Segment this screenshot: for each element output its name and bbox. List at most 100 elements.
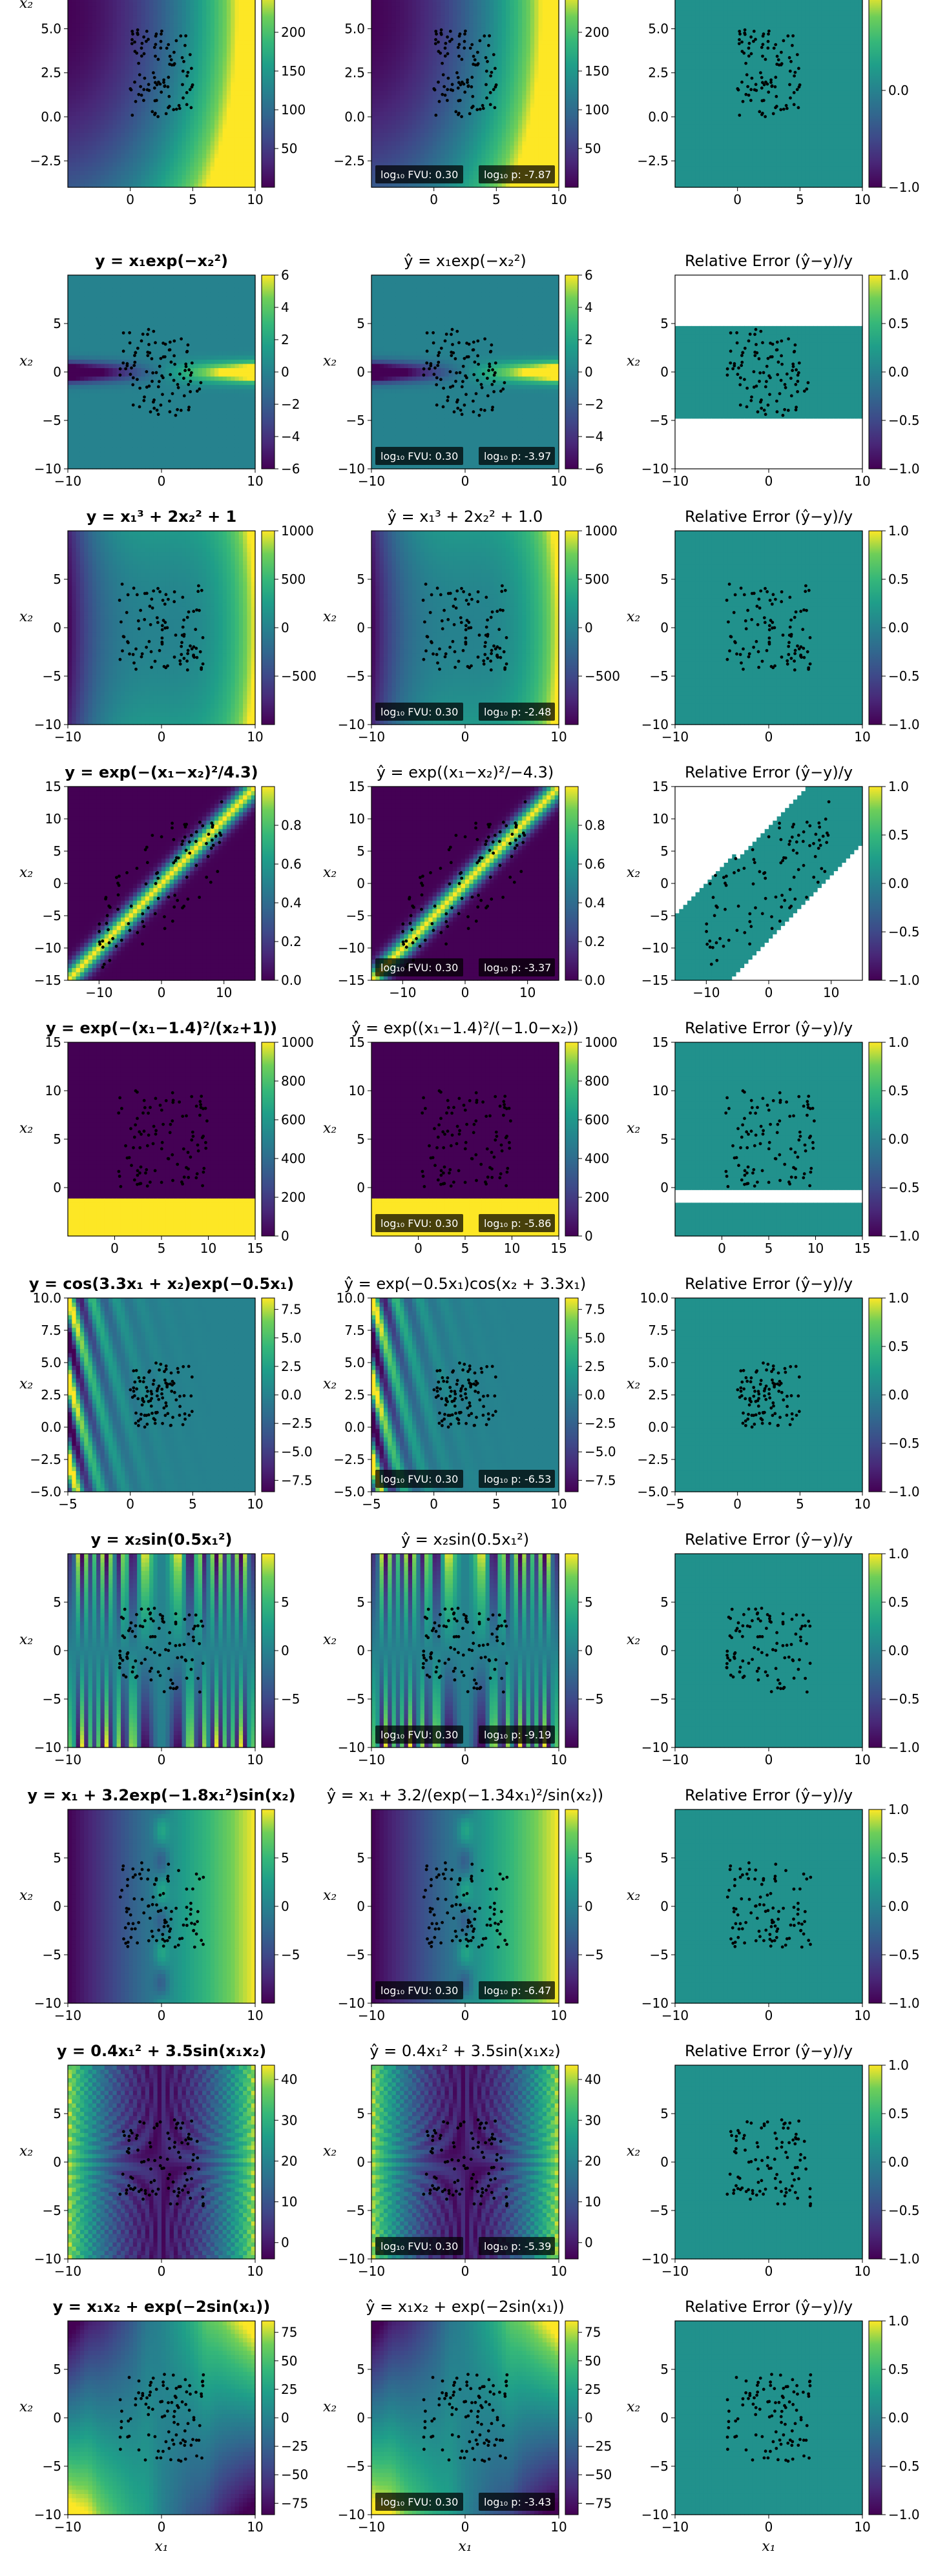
heatmap-cell bbox=[96, 61, 101, 65]
heatmap-cell bbox=[100, 90, 105, 95]
heatmap-cell bbox=[76, 95, 81, 99]
heatmap-cell bbox=[84, 36, 89, 40]
heatmap-cell bbox=[105, 179, 109, 183]
heatmap-cell bbox=[68, 27, 72, 32]
heatmap-cell bbox=[96, 166, 101, 170]
heatmap-cell bbox=[76, 137, 81, 141]
heatmap-cell bbox=[76, 69, 81, 74]
heatmap-cell bbox=[100, 77, 105, 82]
heatmap-cell bbox=[68, 82, 72, 87]
heatmap-cell bbox=[84, 90, 89, 95]
heatmap-cell bbox=[89, 86, 93, 90]
heatmap-cell bbox=[96, 52, 101, 57]
heatmap-cell bbox=[72, 48, 76, 53]
heatmap-cell bbox=[89, 99, 93, 103]
heatmap-cell bbox=[96, 15, 101, 19]
heatmap-cell bbox=[89, 107, 93, 112]
heatmap-cell bbox=[92, 48, 97, 53]
heatmap-cell bbox=[84, 170, 89, 175]
heatmap-cell bbox=[96, 23, 101, 28]
heatmap-cell bbox=[100, 2, 105, 6]
heatmap-cell bbox=[96, 124, 101, 129]
heatmap-cell bbox=[92, 166, 97, 170]
heatmap-cell bbox=[96, 82, 101, 87]
heatmap-cell bbox=[72, 170, 76, 175]
heatmap-cell bbox=[105, 129, 109, 133]
heatmap-cell bbox=[89, 154, 93, 158]
heatmap-cell bbox=[84, 52, 89, 57]
heatmap-cell bbox=[68, 74, 72, 78]
heatmap-cell bbox=[96, 120, 101, 125]
heatmap-cell bbox=[84, 112, 89, 116]
heatmap-cell bbox=[84, 166, 89, 170]
heatmap-cell bbox=[100, 124, 105, 129]
heatmap-cell bbox=[105, 99, 109, 103]
heatmap-cell bbox=[96, 90, 101, 95]
heatmap-cell bbox=[68, 137, 72, 141]
heatmap-cell bbox=[68, 149, 72, 154]
heatmap-cell bbox=[84, 137, 89, 141]
heatmap-cell bbox=[89, 145, 93, 150]
heatmap-cell bbox=[68, 57, 72, 61]
heatmap-cell bbox=[76, 174, 81, 179]
heatmap-cell bbox=[72, 120, 76, 125]
heatmap-cell bbox=[76, 179, 81, 183]
heatmap-cell bbox=[76, 57, 81, 61]
heatmap-cell bbox=[68, 132, 72, 137]
heatmap-cell bbox=[80, 40, 85, 45]
heatmap-cell bbox=[72, 162, 76, 167]
heatmap-cell bbox=[92, 95, 97, 99]
heatmap-cell bbox=[100, 82, 105, 87]
heatmap-cell bbox=[72, 132, 76, 137]
heatmap-cell bbox=[76, 19, 81, 23]
heatmap-cell bbox=[80, 99, 85, 103]
heatmap-cell bbox=[68, 162, 72, 167]
heatmap-cell bbox=[72, 145, 76, 150]
heatmap-cell bbox=[96, 77, 101, 82]
heatmap-cell bbox=[100, 6, 105, 11]
heatmap-cell bbox=[84, 48, 89, 53]
heatmap-cell bbox=[84, 145, 89, 150]
heatmap-cell bbox=[96, 129, 101, 133]
heatmap-cell bbox=[89, 103, 93, 108]
heatmap-cell bbox=[96, 10, 101, 15]
heatmap-cell bbox=[92, 10, 97, 15]
heatmap-cell bbox=[89, 95, 93, 99]
heatmap-cell bbox=[80, 103, 85, 108]
heatmap-cell bbox=[96, 116, 101, 120]
heatmap-cell bbox=[96, 132, 101, 137]
heatmap-cell bbox=[72, 23, 76, 28]
heatmap-cell bbox=[68, 99, 72, 103]
heatmap-cell bbox=[68, 69, 72, 74]
heatmap-cell bbox=[76, 2, 81, 6]
heatmap-cell bbox=[68, 90, 72, 95]
heatmap-cell bbox=[68, 145, 72, 150]
heatmap-cell bbox=[76, 158, 81, 162]
heatmap-cell bbox=[72, 129, 76, 133]
figure-grid: 0 5 10−2.50.02.55.050100150200x₂0 5 10−2.50.… bbox=[0, 0, 927, 2576]
heatmap-cell bbox=[80, 52, 85, 57]
heatmap-cell bbox=[76, 141, 81, 145]
heatmap-cell bbox=[92, 99, 97, 103]
heatmap-cell bbox=[105, 154, 109, 158]
heatmap-cell bbox=[84, 158, 89, 162]
heatmap-cell bbox=[96, 74, 101, 78]
heatmap-cell bbox=[89, 137, 93, 141]
heatmap-cell bbox=[96, 95, 101, 99]
heatmap-cell bbox=[84, 65, 89, 70]
heatmap-cell bbox=[80, 129, 85, 133]
heatmap-cell bbox=[76, 48, 81, 53]
heatmap-cell bbox=[76, 129, 81, 133]
heatmap-cell bbox=[80, 145, 85, 150]
heatmap-cell bbox=[96, 141, 101, 145]
heatmap-cell bbox=[89, 74, 93, 78]
heatmap-cell bbox=[80, 65, 85, 70]
heatmap-cell bbox=[84, 82, 89, 87]
heatmap-cell bbox=[80, 137, 85, 141]
heatmap-cell bbox=[68, 44, 72, 48]
heatmap-cell bbox=[84, 69, 89, 74]
heatmap-cell bbox=[100, 166, 105, 170]
heatmap-cell bbox=[96, 179, 101, 183]
heatmap-cell bbox=[89, 82, 93, 87]
heatmap-cell bbox=[76, 86, 81, 90]
